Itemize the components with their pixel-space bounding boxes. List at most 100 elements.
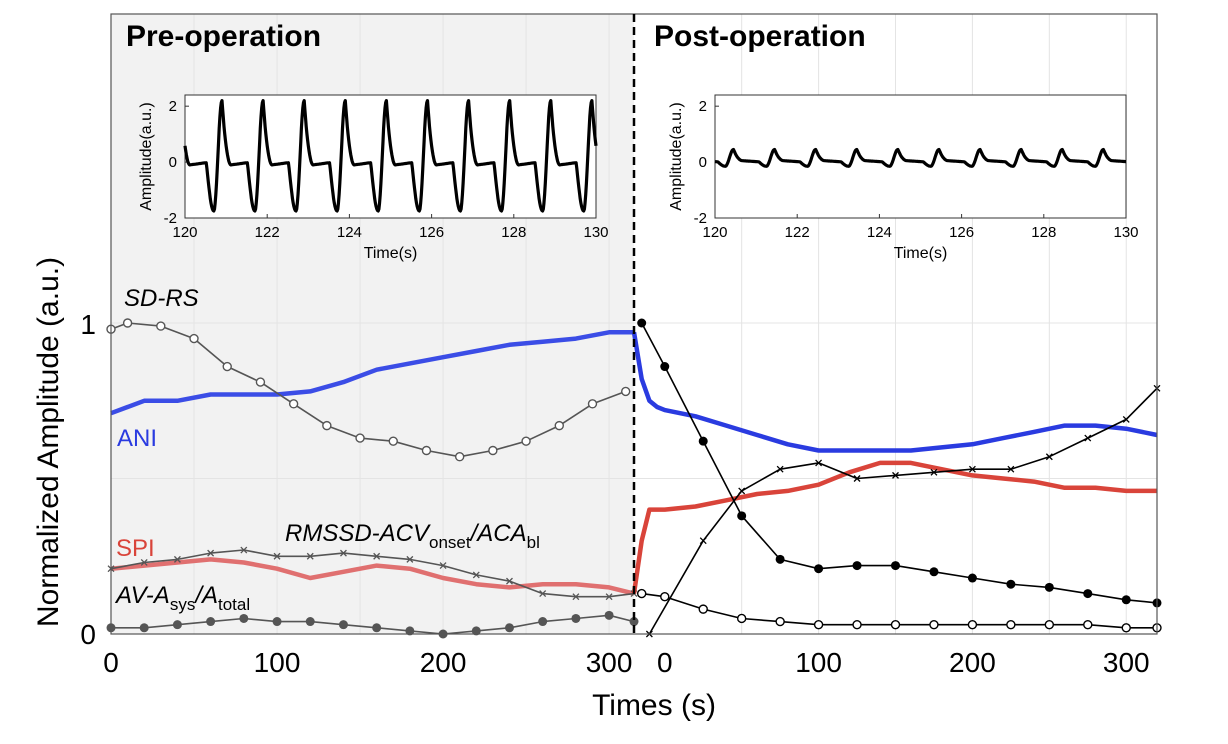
series-line-ani [110, 330, 634, 416]
data-point-av-a-sys-a-total [929, 567, 939, 577]
data-point-rmssd-acv-onset-aca-bl [699, 537, 707, 545]
inset-x-tick-label: 128 [1031, 224, 1056, 241]
data-point-rmssd-acv-onset-aca-bl [439, 562, 447, 570]
inset-y-tick-label: -2 [164, 210, 177, 227]
data-point-av-a-sys-a-total [305, 617, 315, 627]
inset-pre: 120 122 124 126 128 130 -2 0 2 Time(s) Amplitude(a… [138, 94, 609, 262]
label-rmssd-sub1: onset [429, 533, 471, 552]
data-point-av-a-sys-a-total [1121, 595, 1131, 605]
data-point-av-a-sys-a-total [637, 318, 647, 328]
inset-x-tick-label: 120 [702, 224, 727, 241]
data-point-sd-rs [636, 588, 647, 599]
data-point-rmssd-acv-onset-aca-bl [406, 555, 414, 563]
label-av-main: AV-A [114, 582, 170, 609]
data-point-av-a-sys-a-total [1083, 589, 1093, 599]
data-point-sd-rs [736, 613, 747, 624]
data-point-rmssd-acv-onset-aca-bl [930, 468, 938, 476]
label-av-sub2: total [218, 595, 250, 614]
data-point-av-a-sys-a-total [629, 617, 639, 627]
data-point-rmssd-acv-onset-aca-bl [339, 549, 347, 557]
y-tick-1: 1 [80, 309, 96, 340]
y-axis-label: Normalized Amplitude (a.u.) [32, 257, 65, 627]
inset-y-tick-label: -2 [694, 210, 707, 227]
data-point-sd-rs [122, 318, 133, 328]
data-point-av-a-sys-a-total [538, 617, 548, 627]
inset-x-tick-label: 130 [1113, 224, 1138, 241]
data-point-rmssd-acv-onset-aca-bl [1007, 465, 1015, 473]
inset-waveform [714, 147, 1127, 168]
x-tick-label: 0 [103, 647, 119, 678]
data-point-sd-rs [189, 333, 199, 344]
inset-x-tick-label: 128 [501, 224, 526, 241]
inset-waveform [183, 99, 598, 213]
inset-x-tick-label: 122 [785, 224, 810, 241]
inset-x-tick-label: 120 [172, 224, 197, 241]
y-tick-0: 0 [80, 619, 96, 650]
data-point-av-a-sys-a-total [139, 623, 149, 633]
inset-x-tick-label: 122 [255, 224, 280, 241]
inset-x-label: Time(s) [894, 245, 948, 262]
data-point-sd-rs [1083, 619, 1093, 630]
data-point-sd-rs [775, 616, 785, 627]
panel-title-post: Post-operation [654, 20, 866, 53]
data-point-sd-rs [660, 591, 670, 602]
data-point-sd-rs [488, 445, 498, 456]
data-point-rmssd-acv-onset-aca-bl [815, 459, 823, 467]
inset-x-tick-label: 130 [583, 224, 608, 241]
left-panel-series [106, 318, 639, 639]
x-tick-label: 100 [795, 647, 842, 678]
data-point-sd-rs [813, 619, 824, 630]
data-point-sd-rs [967, 619, 978, 630]
data-point-av-a-sys-a-total [471, 626, 481, 636]
data-point-av-a-sys-a-total [372, 623, 382, 633]
data-point-sd-rs [698, 604, 708, 614]
inset-x-tick-label: 126 [949, 224, 974, 241]
x-tick-label: 300 [1103, 647, 1150, 678]
inset-x-tick-label: 124 [337, 224, 362, 241]
data-point-av-a-sys-a-total [571, 613, 581, 623]
data-point-sd-rs [521, 436, 531, 446]
data-point-sd-rs [288, 399, 299, 409]
inset-y-tick-label: 2 [169, 98, 177, 115]
label-rmssd-main: RMSSD-ACV [285, 520, 431, 547]
data-point-sd-rs [388, 436, 398, 446]
data-point-sd-rs [156, 321, 166, 331]
data-point-rmssd-acv-onset-aca-bl [853, 475, 861, 482]
inset-post: 120 122 124 126 128 130 -2 0 2 Time(s) Amplitude(a… [668, 94, 1139, 262]
series-line-ani [631, 331, 1158, 453]
data-point-rmssd-acv-onset-aca-bl [968, 465, 976, 473]
inset-y-tick-label: 2 [699, 98, 707, 115]
inset-frame [184, 94, 597, 219]
label-ani: ANI [117, 425, 157, 452]
x-tick-label: 100 [254, 647, 301, 678]
data-point-sd-rs [852, 619, 862, 630]
data-point-sd-rs [620, 386, 631, 397]
data-point-av-a-sys-a-total [405, 626, 415, 636]
data-point-av-a-sys-a-total [1006, 579, 1016, 589]
data-point-sd-rs [929, 619, 939, 630]
data-point-sd-rs [222, 361, 232, 372]
data-point-av-a-sys-a-total [852, 561, 862, 571]
data-point-av-a-sys-a-total [967, 573, 977, 583]
data-point-av-a-sys-a-total [775, 554, 785, 564]
series-line-spi [110, 557, 635, 596]
data-point-av-a-sys-a-total [272, 617, 282, 627]
data-point-sd-rs [587, 399, 598, 409]
data-point-sd-rs [890, 619, 901, 630]
data-point-av-a-sys-a-total [239, 613, 249, 623]
inset-x-tick-label: 126 [419, 224, 444, 241]
data-point-sd-rs [454, 452, 465, 462]
right-panel-series [631, 318, 1162, 638]
label-av-mid: /A [193, 582, 218, 609]
data-point-av-a-sys-a-total [172, 620, 182, 630]
inset-y-label: Amplitude(a.u.) [138, 102, 155, 211]
data-point-rmssd-acv-onset-aca-bl [892, 471, 899, 479]
data-point-av-a-sys-a-total [698, 436, 708, 446]
label-rmssd-mid: /ACA [469, 520, 527, 547]
data-point-sd-rs [322, 420, 332, 431]
data-point-av-a-sys-a-total [206, 617, 216, 627]
data-point-rmssd-acv-onset-aca-bl [306, 552, 314, 560]
data-point-av-a-sys-a-total [660, 362, 670, 372]
data-point-rmssd-acv-onset-aca-bl [373, 552, 381, 560]
